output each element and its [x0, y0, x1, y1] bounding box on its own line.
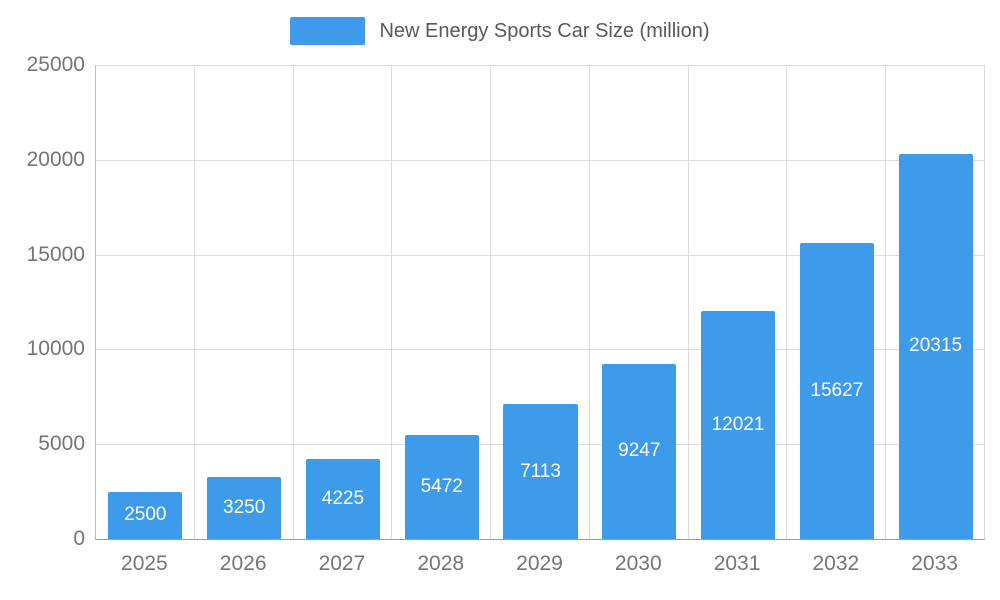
bar-value-label: 9247	[618, 440, 661, 462]
x-tick-label: 2029	[516, 552, 563, 575]
h-gridline	[96, 65, 985, 66]
y-tick-label: 10000	[26, 337, 85, 361]
y-tick-label: 25000	[26, 53, 85, 76]
h-gridline	[96, 159, 985, 161]
x-tick-label: 2025	[121, 552, 168, 575]
v-gridline	[687, 65, 689, 539]
bar-2025: 2500	[108, 491, 183, 539]
h-gridline	[96, 254, 985, 256]
y-tick-label: 0	[73, 527, 85, 550]
bar-2029: 7113	[503, 404, 578, 539]
x-axis-labels: 2025 2026 2027 2028 2029 2030 2031 2032 2033	[95, 552, 985, 582]
y-tick-label: 15000	[26, 242, 85, 266]
x-tick-label: 2030	[614, 552, 662, 575]
y-axis-labels: 0 5000 10000 15000 20000 25000	[0, 53, 85, 550]
v-gridline	[984, 65, 985, 539]
x-tick-label: 2027	[318, 552, 366, 575]
legend[interactable]: New Energy Sports Car Size (million)	[0, 16, 1000, 46]
bar-2033: 20315	[898, 153, 973, 539]
legend-swatch	[290, 17, 366, 45]
bar-2027: 4225	[305, 458, 380, 539]
x-tick-label: 2033	[911, 552, 958, 575]
bar-value-label: 3250	[223, 497, 266, 519]
x-tick-label: 2031	[713, 552, 761, 575]
x-tick-label: 2032	[812, 552, 860, 575]
bar-2026: 3250	[207, 477, 282, 539]
legend-label: New Energy Sports Car Size (million)	[379, 19, 710, 42]
v-gridline	[193, 65, 195, 539]
bar-value-label: 20315	[909, 335, 963, 357]
bar-value-label: 12021	[711, 414, 765, 436]
x-tick-label: 2026	[219, 552, 267, 575]
v-gridline	[292, 65, 294, 539]
bar-2032: 15627	[799, 242, 874, 539]
bar-value-label: 15627	[810, 379, 864, 401]
bar-2031: 12021	[701, 311, 776, 539]
v-gridline	[786, 65, 788, 539]
x-tick-label: 2028	[417, 552, 465, 575]
v-gridline	[885, 65, 887, 539]
h-gridline	[96, 349, 985, 351]
bar-value-label: 2500	[124, 504, 167, 526]
bar-2028: 5472	[404, 435, 479, 539]
y-tick-label: 20000	[26, 147, 85, 171]
bar-value-label: 7113	[520, 460, 561, 482]
plot-area: 2500 3250 4225 5472 7113 9247 12021 15627 20315	[95, 65, 985, 540]
v-gridline	[391, 65, 393, 539]
v-gridline	[588, 65, 590, 539]
bar-2030: 9247	[602, 363, 677, 539]
bar-value-label: 5472	[420, 476, 463, 498]
bar-value-label: 4225	[321, 487, 365, 509]
v-gridline	[490, 65, 492, 539]
y-tick-label: 5000	[38, 432, 85, 456]
